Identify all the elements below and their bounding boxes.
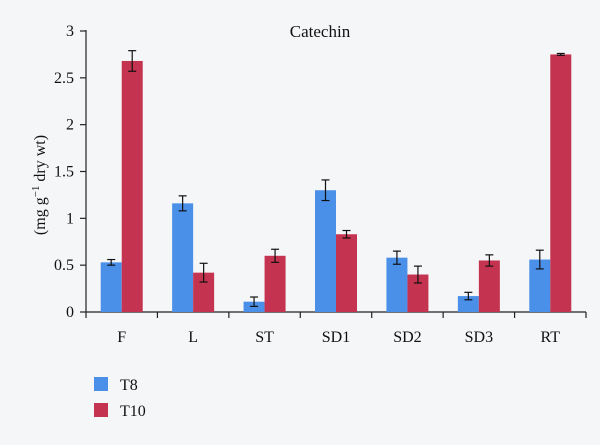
bar-t10: [336, 234, 357, 312]
legend-swatch-t10: [94, 403, 108, 417]
y-tick-label: 0: [66, 304, 74, 321]
x-tick-label: SD2: [393, 329, 421, 346]
legend: T8 T10: [94, 377, 146, 420]
y-axis-label-superscript: −1: [30, 186, 42, 198]
y-axis-label: (mg g−1 dry wt): [30, 135, 49, 235]
y-tick-label: 2: [66, 117, 74, 134]
bar-t10: [478, 260, 500, 312]
bar-t8: [457, 296, 479, 312]
bar-t10: [407, 274, 429, 312]
bar-t10: [550, 54, 572, 313]
x-tick-label: RT: [541, 329, 561, 346]
bar-t8: [100, 262, 122, 312]
bar-t8: [172, 203, 194, 312]
y-axis-label-rest: dry wt): [32, 135, 49, 186]
bar-t10: [193, 272, 215, 312]
legend-label-t8: T8: [120, 377, 138, 394]
y-tick-label: 0.5: [54, 257, 74, 274]
y-tick-label: 3: [66, 23, 74, 40]
bar-t10: [264, 255, 286, 312]
plot-area: 0 0.5 1 1.5 2 2.5 3 F L ST SD1 SD2 SD3 RT: [54, 23, 587, 346]
legend-label-t10: T10: [120, 403, 146, 420]
bar-t10: [121, 60, 143, 313]
y-tick-label: 2.5: [54, 70, 74, 87]
y-axis-label-main: (mg g: [32, 197, 49, 235]
bar-t8: [386, 257, 408, 312]
x-tick-label: SD1: [322, 329, 350, 346]
y-tick-label: 1: [66, 210, 74, 227]
x-tick-label: ST: [255, 329, 274, 346]
x-tick-label: F: [117, 329, 126, 346]
x-tick-label: L: [188, 329, 198, 346]
legend-swatch-t8: [94, 377, 108, 391]
bar-t8: [529, 259, 551, 312]
bar-t8: [315, 190, 336, 312]
chart-title: Catechin: [290, 22, 351, 41]
x-tick-label: SD3: [465, 329, 493, 346]
y-tick-label: 1.5: [54, 164, 74, 181]
